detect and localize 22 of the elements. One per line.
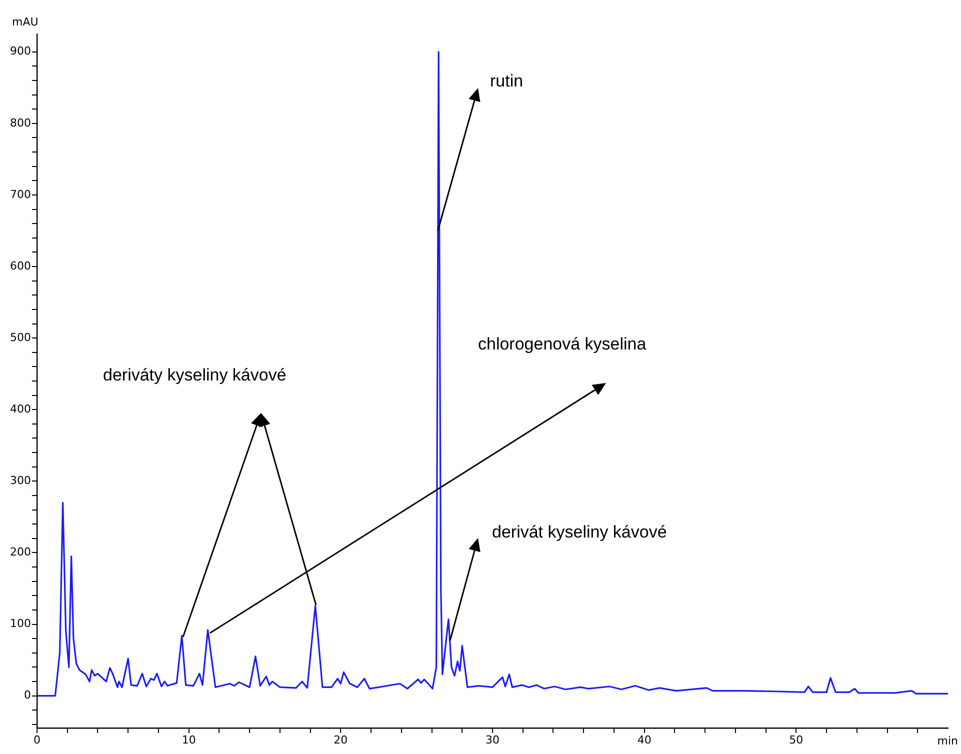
y-tick-label: 400	[10, 402, 31, 416]
y-tick-label: 200	[10, 546, 31, 559]
y-tick-label: 700	[10, 188, 31, 201]
annotation: chlorogenová kyselina	[478, 334, 647, 354]
annotation: deriváty kyseliny kávové	[103, 366, 286, 385]
y-tick-label: 500	[10, 330, 31, 344]
y-tick-label: 0	[24, 688, 31, 702]
y-tick-label: 800	[10, 116, 31, 130]
x-tick-label: 20	[334, 733, 348, 746]
y-tick-label: 900	[10, 44, 31, 58]
y-tick-label: 100	[10, 617, 31, 630]
annotation: derivát kyseliny kávové	[492, 522, 667, 542]
y-tick-label: 600	[10, 259, 31, 272]
x-tick-label: 10	[182, 733, 196, 746]
y-tick-label: 300	[10, 474, 31, 488]
y-axis-title: mAU	[12, 15, 38, 28]
x-tick-label: 0	[34, 733, 40, 746]
x-tick-label: 30	[486, 733, 500, 746]
x-tick-label: 50	[789, 733, 804, 746]
x-tick-label: 40	[637, 733, 652, 746]
x-axis-title: min	[937, 734, 958, 748]
annotation: rutin	[490, 72, 524, 91]
